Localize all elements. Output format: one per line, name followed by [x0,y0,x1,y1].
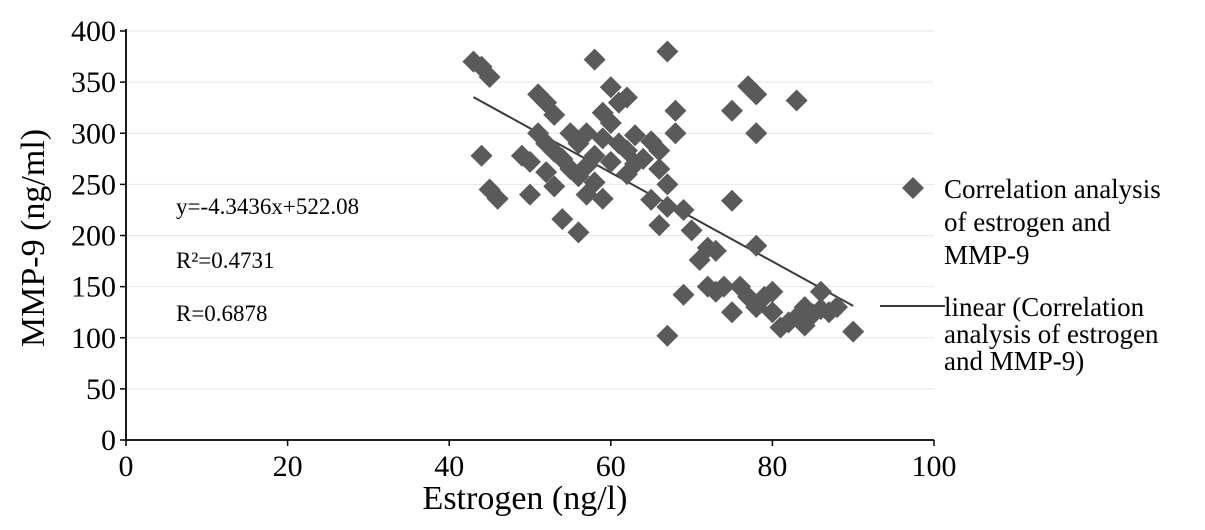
data-point [599,76,622,99]
y-tick-label: 0 [101,424,116,457]
regression-equation: y=-4.3436x+522.08 [176,194,359,219]
data-point [704,239,727,262]
data-point [712,275,735,298]
y-tick-label: 200 [71,220,116,253]
x-tick-label: 40 [434,450,464,483]
data-point [672,283,695,306]
data-point [672,198,695,221]
data-point [591,187,614,210]
data-point [842,320,865,343]
data-point [486,187,509,210]
data-point [680,219,703,242]
legend-entry-scatter: Correlation analysis of estrogen and MMP… [902,174,1167,270]
data-point [745,234,768,257]
legend-label-linear-line: and MMP-9) [944,346,1084,376]
data-point [543,175,566,198]
data-point [745,122,768,145]
tick-labels: 0 50 100 150 200 250 300 350 400 0 20 40 60 80 100 [71,15,957,483]
data-point [721,301,743,324]
y-tick-label: 400 [71,15,116,48]
y-tick-label: 100 [71,322,116,355]
data-point [551,208,574,231]
data-point [656,173,679,196]
y-tick-label: 250 [71,168,116,201]
legend-label-scatter-line: of estrogen and [944,207,1111,237]
data-point [761,280,784,303]
y-axis-title: MMP-9 (ng/ml) [15,129,52,347]
legend-label-linear: linear (Correlation analysis of estrogen… [944,292,1165,376]
data-point [648,158,671,181]
x-axis-title: Estrogen (ng/l) [423,480,628,517]
legend-entry-linear: linear (Correlation analysis of estrogen… [880,292,1165,376]
data-point [809,280,832,303]
data-point [688,249,711,272]
data-point [462,50,485,73]
data-point [826,296,849,319]
legend-label-scatter: Correlation analysis of estrogen and MMP… [944,174,1167,270]
legend: Correlation analysis of estrogen and MMP… [880,174,1167,376]
legend-label-linear-line: linear (Correlation [944,292,1145,322]
r-value: R=0.6878 [176,301,268,326]
data-point [656,40,679,63]
data-point [583,144,606,167]
data-points [462,40,865,347]
data-point [575,122,598,145]
data-point [648,214,671,237]
y-tick-label: 150 [71,271,116,304]
r-squared-value: R²=0.4731 [176,248,274,273]
legend-diamond-marker [902,177,924,199]
data-point [624,124,647,147]
data-point [535,161,558,184]
data-point [599,150,622,173]
data-point [567,221,590,244]
axes [120,29,935,446]
data-point [761,301,784,324]
data-point [615,86,638,109]
data-point [519,183,541,206]
data-point [632,147,655,170]
x-tick-label: 100 [912,450,957,483]
y-tick-label: 50 [86,373,116,406]
x-tick-label: 0 [119,450,134,483]
regression-annotations: y=-4.3436x+522.08 R²=0.4731 R=0.6878 [176,194,359,326]
legend-label-scatter-line: Correlation analysis [944,174,1161,204]
data-point [721,189,743,212]
data-point [583,171,606,194]
data-point [721,99,743,122]
legend-label-scatter-line: MMP-9 [944,240,1030,270]
y-tick-label: 350 [71,66,116,99]
data-point [656,195,679,218]
data-point [664,122,687,145]
data-point [543,103,566,126]
data-point [478,66,501,89]
data-point [640,188,663,211]
data-point [583,48,606,71]
data-point [599,112,622,135]
data-point [785,89,808,112]
data-point [470,144,493,167]
x-tick-label: 60 [596,450,626,483]
x-tick-label: 20 [273,450,303,483]
data-point [745,83,768,106]
data-point [648,139,671,162]
legend-label-linear-line: analysis of estrogen [944,319,1159,349]
y-tick-label: 300 [71,117,116,150]
data-point [664,99,687,122]
x-tick-label: 80 [757,450,787,483]
data-point [519,150,541,173]
data-point [591,127,614,150]
data-point [656,324,679,347]
